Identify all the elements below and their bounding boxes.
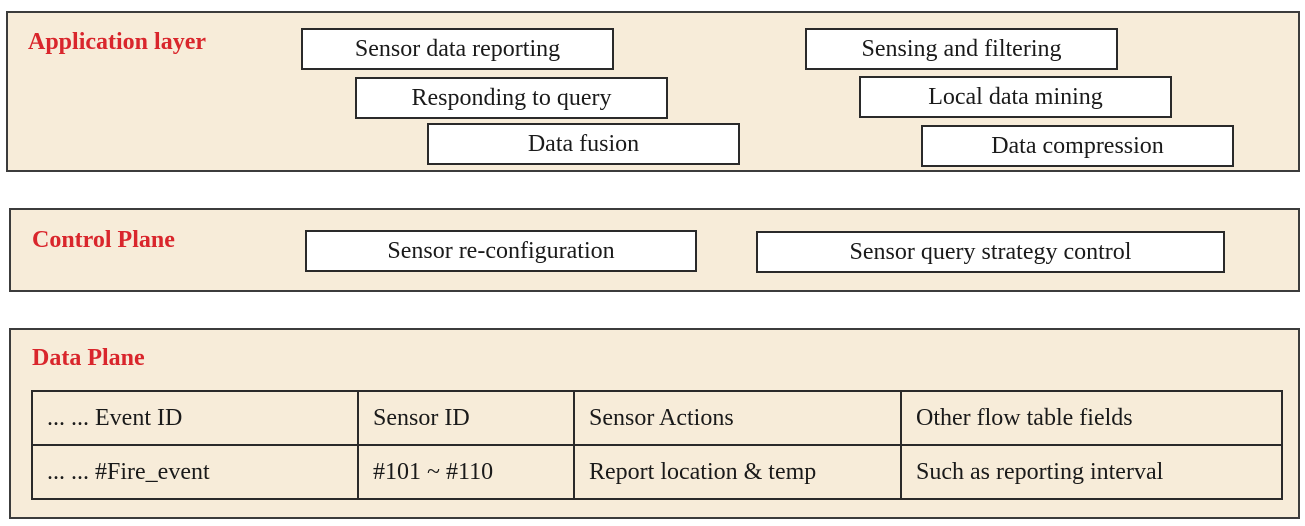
flow-table-cell: Report location & temp — [573, 444, 902, 500]
data-plane-title: Data Plane — [32, 345, 145, 371]
sensor-query-strategy-control-box: Sensor query strategy control — [756, 231, 1225, 273]
control-plane-title: Control Plane — [32, 227, 175, 253]
control-plane-panel: Control Plane Sensor re-configuration Se… — [9, 208, 1300, 292]
flow-table-row: ... ... #Fire_event #101 ~ #110 Report l… — [31, 444, 1283, 500]
flow-table: ... ... Event ID Sensor ID Sensor Action… — [31, 390, 1283, 500]
application-layer-title: Application layer — [28, 29, 206, 55]
data-plane-panel: Data Plane ... ... Event ID Sensor ID Se… — [9, 328, 1300, 519]
sensor-data-reporting-box: Sensor data reporting — [301, 28, 614, 70]
flow-table-cell: Such as reporting interval — [900, 444, 1283, 500]
flow-table-header-row: ... ... Event ID Sensor ID Sensor Action… — [31, 390, 1283, 446]
data-compression-box: Data compression — [921, 125, 1234, 167]
flow-table-header-cell: Sensor ID — [357, 390, 575, 446]
application-layer-panel: Application layer Sensor data reporting … — [6, 11, 1300, 172]
data-fusion-box: Data fusion — [427, 123, 740, 165]
local-data-mining-box: Local data mining — [859, 76, 1172, 118]
responding-to-query-box: Responding to query — [355, 77, 668, 119]
sensor-reconfiguration-box: Sensor re-configuration — [305, 230, 697, 272]
sensing-and-filtering-box: Sensing and filtering — [805, 28, 1118, 70]
flow-table-cell: #101 ~ #110 — [357, 444, 575, 500]
flow-table-header-cell: ... ... Event ID — [31, 390, 359, 446]
flow-table-cell: ... ... #Fire_event — [31, 444, 359, 500]
flow-table-header-cell: Other flow table fields — [900, 390, 1283, 446]
flow-table-header-cell: Sensor Actions — [573, 390, 902, 446]
